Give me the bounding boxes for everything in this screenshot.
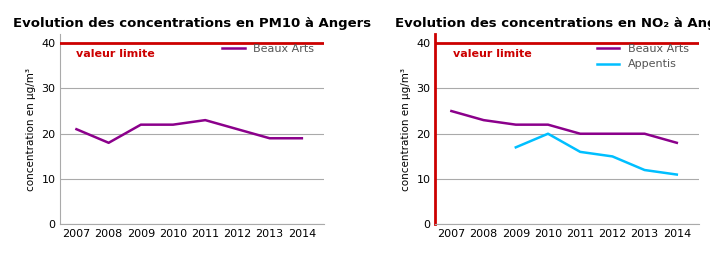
Beaux Arts <box>672 141 681 144</box>
Legend: Beaux Arts: Beaux Arts <box>218 39 319 58</box>
Beaux Arts <box>233 128 241 131</box>
Beaux Arts <box>72 128 81 131</box>
Appentis <box>511 146 520 149</box>
Y-axis label: concentration en µg/m³: concentration en µg/m³ <box>400 68 411 191</box>
Appentis <box>544 132 552 135</box>
Beaux Arts <box>266 137 274 140</box>
Beaux Arts <box>169 123 178 126</box>
Title: Evolution des concentrations en PM10 à Angers: Evolution des concentrations en PM10 à A… <box>13 17 371 30</box>
Beaux Arts <box>640 132 649 135</box>
Appentis <box>608 155 617 158</box>
Beaux Arts <box>576 132 584 135</box>
Legend: Beaux Arts, Appentis: Beaux Arts, Appentis <box>593 39 694 74</box>
Beaux Arts <box>511 123 520 126</box>
Title: Evolution des concentrations en NO₂ à Angers: Evolution des concentrations en NO₂ à An… <box>395 17 710 30</box>
Text: valeur limite: valeur limite <box>77 49 155 59</box>
Beaux Arts <box>201 118 209 122</box>
Beaux Arts <box>104 141 113 144</box>
Y-axis label: concentration en µg/m³: concentration en µg/m³ <box>26 68 36 191</box>
Text: valeur limite: valeur limite <box>453 49 532 59</box>
Line: Beaux Arts: Beaux Arts <box>77 120 302 143</box>
Appentis <box>640 168 649 171</box>
Beaux Arts <box>297 137 306 140</box>
Beaux Arts <box>479 118 488 122</box>
Line: Beaux Arts: Beaux Arts <box>452 111 677 143</box>
Appentis <box>576 150 584 153</box>
Appentis <box>672 173 681 176</box>
Beaux Arts <box>447 109 456 112</box>
Line: Appentis: Appentis <box>515 134 677 175</box>
Beaux Arts <box>544 123 552 126</box>
Beaux Arts <box>136 123 145 126</box>
Beaux Arts <box>608 132 617 135</box>
